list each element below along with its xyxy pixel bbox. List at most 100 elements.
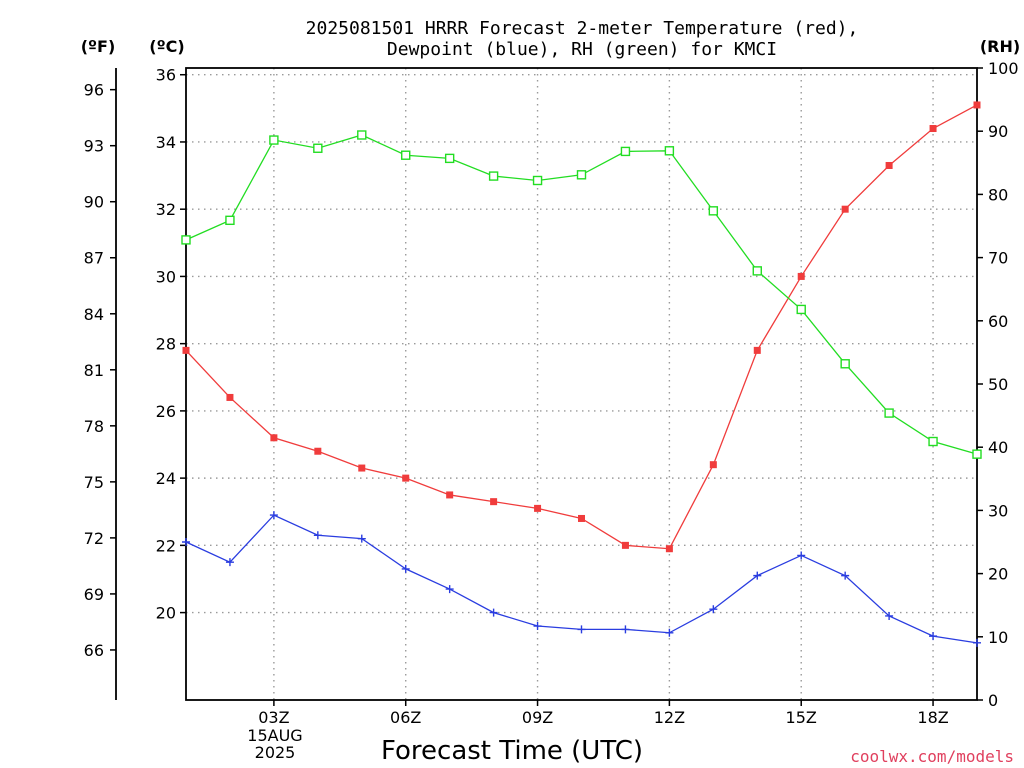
data-point <box>181 235 191 245</box>
fahrenheit-tick-label: 72 <box>84 529 104 548</box>
data-point <box>928 436 938 447</box>
data-point <box>489 608 498 617</box>
celsius-unit-label: (ºC) <box>149 37 184 56</box>
rh-tick-label: 70 <box>988 249 1008 268</box>
data-point <box>973 638 981 647</box>
data-point <box>313 143 323 153</box>
watermark: coolwx.com/models <box>850 747 1014 766</box>
data-point <box>578 514 585 522</box>
celsius-tick-label: 26 <box>156 402 176 421</box>
fahrenheit-tick-label: 90 <box>84 193 104 212</box>
data-point <box>401 564 410 573</box>
fahrenheit-tick-label: 87 <box>84 249 104 268</box>
data-point <box>797 272 805 280</box>
data-point <box>357 534 366 543</box>
rh-tick-label: 40 <box>988 438 1008 457</box>
fahrenheit-tick-label: 96 <box>84 81 104 100</box>
data-point <box>929 632 938 641</box>
chart-title-line1: 2025081501 HRRR Forecast 2-meter Tempera… <box>306 18 859 39</box>
x-axis-title: Forecast Time (UTC) <box>381 736 643 766</box>
data-point <box>269 135 279 145</box>
data-point <box>532 175 543 186</box>
data-point <box>269 511 278 520</box>
rh-tick-label: 90 <box>988 122 1008 141</box>
series-line <box>185 514 978 644</box>
grid-lines <box>186 68 977 700</box>
celsius-tick-label: 30 <box>156 267 176 286</box>
rh-tick-label: 50 <box>988 375 1008 394</box>
data-point <box>182 346 190 354</box>
data-point <box>840 359 850 369</box>
data-point <box>884 408 894 418</box>
data-point <box>708 206 719 216</box>
series-line <box>185 134 978 455</box>
chart-title-line2: Dewpoint (blue), RH (green) for KMCI <box>387 39 777 60</box>
data-point <box>182 538 190 546</box>
data-point <box>665 545 673 553</box>
x-tick-label: 18Z <box>917 708 948 727</box>
data-point <box>620 146 631 157</box>
rh-unit-label: (RH) <box>980 37 1020 56</box>
x-tick-label: 09Z <box>522 708 553 727</box>
rh-tick-label: 0 <box>988 691 998 710</box>
data-point <box>929 125 937 133</box>
celsius-tick-label: 28 <box>156 335 176 354</box>
series-rh <box>181 130 982 459</box>
data-point <box>841 571 850 580</box>
x-tick-label: 15Z <box>786 708 817 727</box>
data-point <box>753 346 761 354</box>
rh-tick-label: 20 <box>988 565 1008 584</box>
data-point <box>226 393 234 401</box>
date-day-label: 15AUG <box>247 726 302 745</box>
data-point <box>841 205 849 213</box>
data-point <box>357 130 367 140</box>
axes <box>110 67 983 706</box>
rh-tick-label: 30 <box>988 501 1008 520</box>
data-point <box>709 605 718 614</box>
rh-tick-label: 60 <box>988 312 1008 331</box>
data-point <box>972 449 982 459</box>
data-point <box>445 585 454 594</box>
data-point <box>885 161 893 169</box>
rh-tick-label: 10 <box>988 628 1008 647</box>
data-point <box>401 150 411 160</box>
rh-tick-label: 100 <box>988 59 1019 78</box>
x-tick-label: 12Z <box>654 708 685 727</box>
x-tick-label: 03Z <box>258 708 289 727</box>
celsius-tick-label: 22 <box>156 536 176 555</box>
fahrenheit-tick-label: 69 <box>84 585 104 604</box>
celsius-tick-label: 34 <box>156 133 176 152</box>
data-point <box>753 571 762 580</box>
data-point <box>225 558 234 567</box>
series-temperature <box>182 101 981 553</box>
celsius-tick-label: 24 <box>156 469 176 488</box>
data-point <box>973 101 981 109</box>
data-point <box>709 461 717 469</box>
data-point <box>270 434 278 442</box>
celsius-tick-label: 36 <box>156 66 176 85</box>
data-point <box>534 504 542 512</box>
data-point <box>577 625 586 634</box>
fahrenheit-tick-label: 75 <box>84 473 104 492</box>
fahrenheit-tick-label: 93 <box>84 137 104 156</box>
date-year-label: 2025 <box>255 743 296 762</box>
data-point <box>576 170 587 180</box>
data-point <box>665 628 674 637</box>
data-point <box>314 447 322 455</box>
data-point <box>446 491 454 499</box>
data-point <box>533 622 542 631</box>
fahrenheit-tick-label: 78 <box>84 417 104 436</box>
fahrenheit-tick-label: 81 <box>84 361 104 380</box>
data-point <box>621 541 629 549</box>
data-point <box>490 498 498 506</box>
fahrenheit-tick-label: 84 <box>84 305 104 324</box>
tick-labels: 66 69 72 75 78 81 84 87 90 93 96 20 22 24 26 28 30 32 34 36… <box>84 59 1019 727</box>
data-series <box>181 101 982 647</box>
data-point <box>488 171 499 181</box>
data-point <box>225 215 235 226</box>
data-point <box>313 531 322 540</box>
data-point <box>664 146 675 156</box>
data-point <box>621 625 630 634</box>
fahrenheit-unit-label: (ºF) <box>81 37 116 56</box>
data-point <box>402 474 410 482</box>
